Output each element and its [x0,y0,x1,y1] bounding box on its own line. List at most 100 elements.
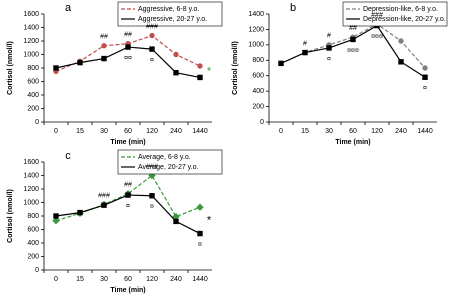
y-tick-label: 1200 [23,38,39,45]
panel-label: a [65,2,72,14]
annotation: ### [146,23,158,30]
x-tick-label: 15 [76,276,84,283]
x-tick-label: 120 [146,128,158,135]
x-tick-label: 1440 [417,128,433,135]
y-tick-label: 400 [27,240,39,247]
legend-box [117,1,223,27]
marker [326,45,332,51]
annotation: ## [100,34,108,41]
marker [196,203,204,211]
annotation: * [207,66,212,78]
y-tick-label: 1000 [23,199,39,206]
marker [77,59,83,66]
x-tick-label: 240 [170,276,182,283]
marker [77,209,83,216]
marker [53,213,59,219]
x-tick-label: 30 [325,128,333,135]
marker [302,49,308,56]
y-tick-label: 600 [252,73,264,80]
x-tick-label: 0 [279,128,283,135]
y-tick-label: 600 [27,226,39,233]
legend-label: Depression-like, 20-27 y.o. [363,16,446,23]
annotation: ## [349,25,357,32]
y-tick-label: 400 [252,88,264,95]
y-tick-label: 1200 [23,186,39,193]
annotation: ### [146,163,158,170]
marker [197,63,203,69]
legend-box [342,1,448,27]
x-tick-label: 60 [349,128,357,135]
annotation: ### [98,192,110,199]
annotation: # [327,33,331,40]
panel-label: c [65,150,71,162]
y-tick-label: 1000 [23,51,39,58]
marker [125,192,131,198]
x-tick-label: 0 [54,276,58,283]
x-tick-label: 0 [54,128,58,135]
annotation: ¤¤¤ [371,33,383,40]
marker [422,74,428,80]
x-tick-label: 15 [76,128,84,135]
y-axis-title: Cortisol (nmol/l) [232,41,239,95]
annotation: ### [371,12,383,19]
y-tick-label: 1400 [23,172,39,179]
x-tick-label: 30 [100,128,108,135]
marker [101,43,107,49]
x-tick-label: 1440 [192,276,208,283]
marker [125,44,131,50]
y-tick-label: 800 [27,65,39,72]
annotation: ## [124,182,132,189]
marker [149,46,155,52]
y-tick-label: 1000 [248,42,264,49]
legend-box [117,149,223,175]
marker [422,65,428,71]
y-tick-label: 0 [260,119,264,126]
y-tick-label: 600 [27,78,39,85]
x-tick-label: 15 [301,128,309,135]
annotation: ¤ [423,85,427,92]
x-axis-title: Time (min) [335,139,370,146]
y-tick-label: 0 [35,267,39,274]
marker [278,60,284,67]
x-tick-label: 120 [146,276,158,283]
x-tick-label: 120 [371,128,383,135]
marker [101,202,107,208]
annotation: ¤ [126,203,130,210]
y-tick-label: 200 [27,105,39,112]
marker [398,59,404,65]
legend-label: Aggressive, 6-8 y.o. [138,6,199,13]
annotation: ¤ [150,204,154,211]
x-tick-label: 30 [100,276,108,283]
annotation: ¤ [150,57,154,64]
y-tick-label: 1400 [23,24,39,31]
x-tick-label: 60 [124,276,132,283]
y-axis-title: Cortisol (nmol/l) [7,189,14,243]
marker [197,230,203,237]
x-axis-title: Time (min) [110,287,145,294]
y-tick-label: 800 [27,213,39,220]
x-tick-label: 240 [395,128,407,135]
marker [173,70,179,76]
y-tick-label: 800 [252,57,264,64]
marker [52,217,60,225]
y-tick-label: 1600 [23,11,39,18]
y-tick-label: 0 [35,119,39,126]
legend-label: Depression-like, 6-8 y.o. [363,6,438,13]
legend-label: Average, 20-27 y.o. [138,164,199,171]
y-tick-label: 1400 [248,11,264,18]
marker [173,51,179,58]
marker [350,36,356,43]
marker [398,38,404,44]
x-tick-label: 60 [124,128,132,135]
legend-label: Average, 6-8 y.o. [138,154,191,161]
annotation: ¤ [198,241,202,248]
y-tick-label: 200 [252,103,264,110]
panel-label: b [290,2,296,14]
marker [197,74,203,81]
annotation: ## [124,32,132,39]
marker [53,65,59,71]
y-tick-label: 400 [27,92,39,99]
annotation: ¤¤ [124,55,132,62]
